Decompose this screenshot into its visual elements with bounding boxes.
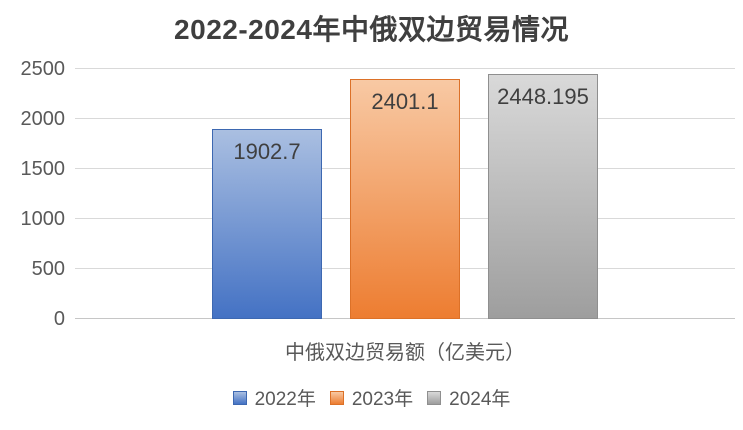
legend-item-2022: 2022年 <box>232 384 316 411</box>
y-tick-label-0: 0 <box>53 308 65 330</box>
bar-value-label-2024: 2448.195 <box>497 84 589 110</box>
y-tick-label-500: 500 <box>31 258 65 280</box>
x-axis-label: 中俄双边贸易额（亿美元） <box>285 342 525 364</box>
bar-value-label-2022: 1902.7 <box>233 138 301 164</box>
bar-2024: 2448.195 <box>488 74 598 319</box>
legend-item-2024: 2024年 <box>427 384 510 411</box>
legend-swatch-2022 <box>232 390 247 405</box>
legend-swatch-2024 <box>427 390 442 405</box>
gridline-2500 <box>75 68 735 69</box>
bar-value-label-2023: 2401.1 <box>371 88 439 114</box>
legend-label-2023: 2023年 <box>351 389 414 410</box>
chart-title: 2022-2024年中俄双边贸易情况 <box>174 14 569 45</box>
bar-2022: 1902.7 <box>212 128 322 319</box>
y-tick-label-1500: 1500 <box>20 158 66 180</box>
y-tick-label-2500: 2500 <box>20 58 66 80</box>
legend-item-2023: 2023年 <box>329 384 414 411</box>
bar-2023: 2401.1 <box>350 78 460 319</box>
y-tick-label-1000: 1000 <box>20 208 66 230</box>
legend-swatch-2023 <box>329 390 344 405</box>
plot-area: 1902.7 2401.1 2448.195 <box>75 68 735 319</box>
legend-label-2024: 2024年 <box>449 389 511 410</box>
bars: 1902.7 2401.1 2448.195 <box>75 69 735 319</box>
legend-label-2022: 2022年 <box>254 389 316 410</box>
y-tick-label-2000: 2000 <box>20 108 66 130</box>
y-axis: 0 500 1000 1500 2000 2500 <box>0 58 66 330</box>
legend: 2022年 2023年 2024年 <box>0 384 743 411</box>
